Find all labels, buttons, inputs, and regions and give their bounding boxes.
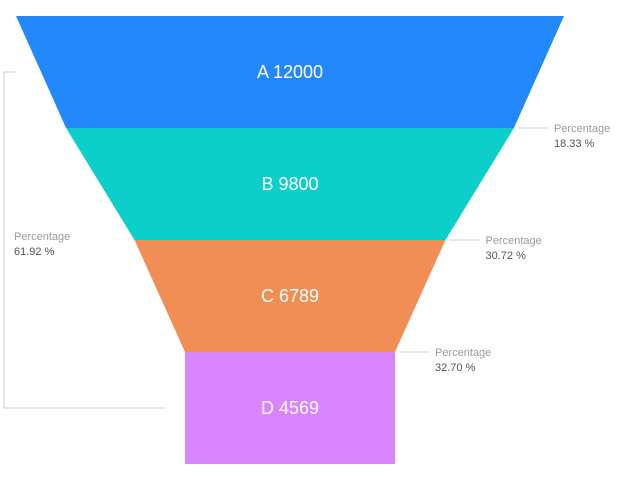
funnel-stage-d[interactable] [185,352,395,464]
stage-label-b: B 9800 [261,174,318,194]
overall-conversion-title: Percentage [14,231,70,243]
conversion-value: 30.72 % [485,250,526,262]
funnel-stage-a[interactable] [16,16,564,128]
funnel-stage-c[interactable] [134,240,446,352]
stage-label-c: C 6789 [261,286,319,306]
funnel-stage-b[interactable] [66,128,514,240]
conversion-title: Percentage [485,235,541,247]
overall-conversion-value: 61.92 % [14,246,55,258]
conversion-title: Percentage [554,123,610,135]
conversion-title: Percentage [435,347,491,359]
conversion-value: 32.70 % [435,362,476,374]
overall-conversion-bracket [3,71,165,409]
stage-label-d: D 4569 [261,398,319,418]
conversion-value: 18.33 % [554,138,595,150]
stage-label-a: A 12000 [257,62,323,82]
